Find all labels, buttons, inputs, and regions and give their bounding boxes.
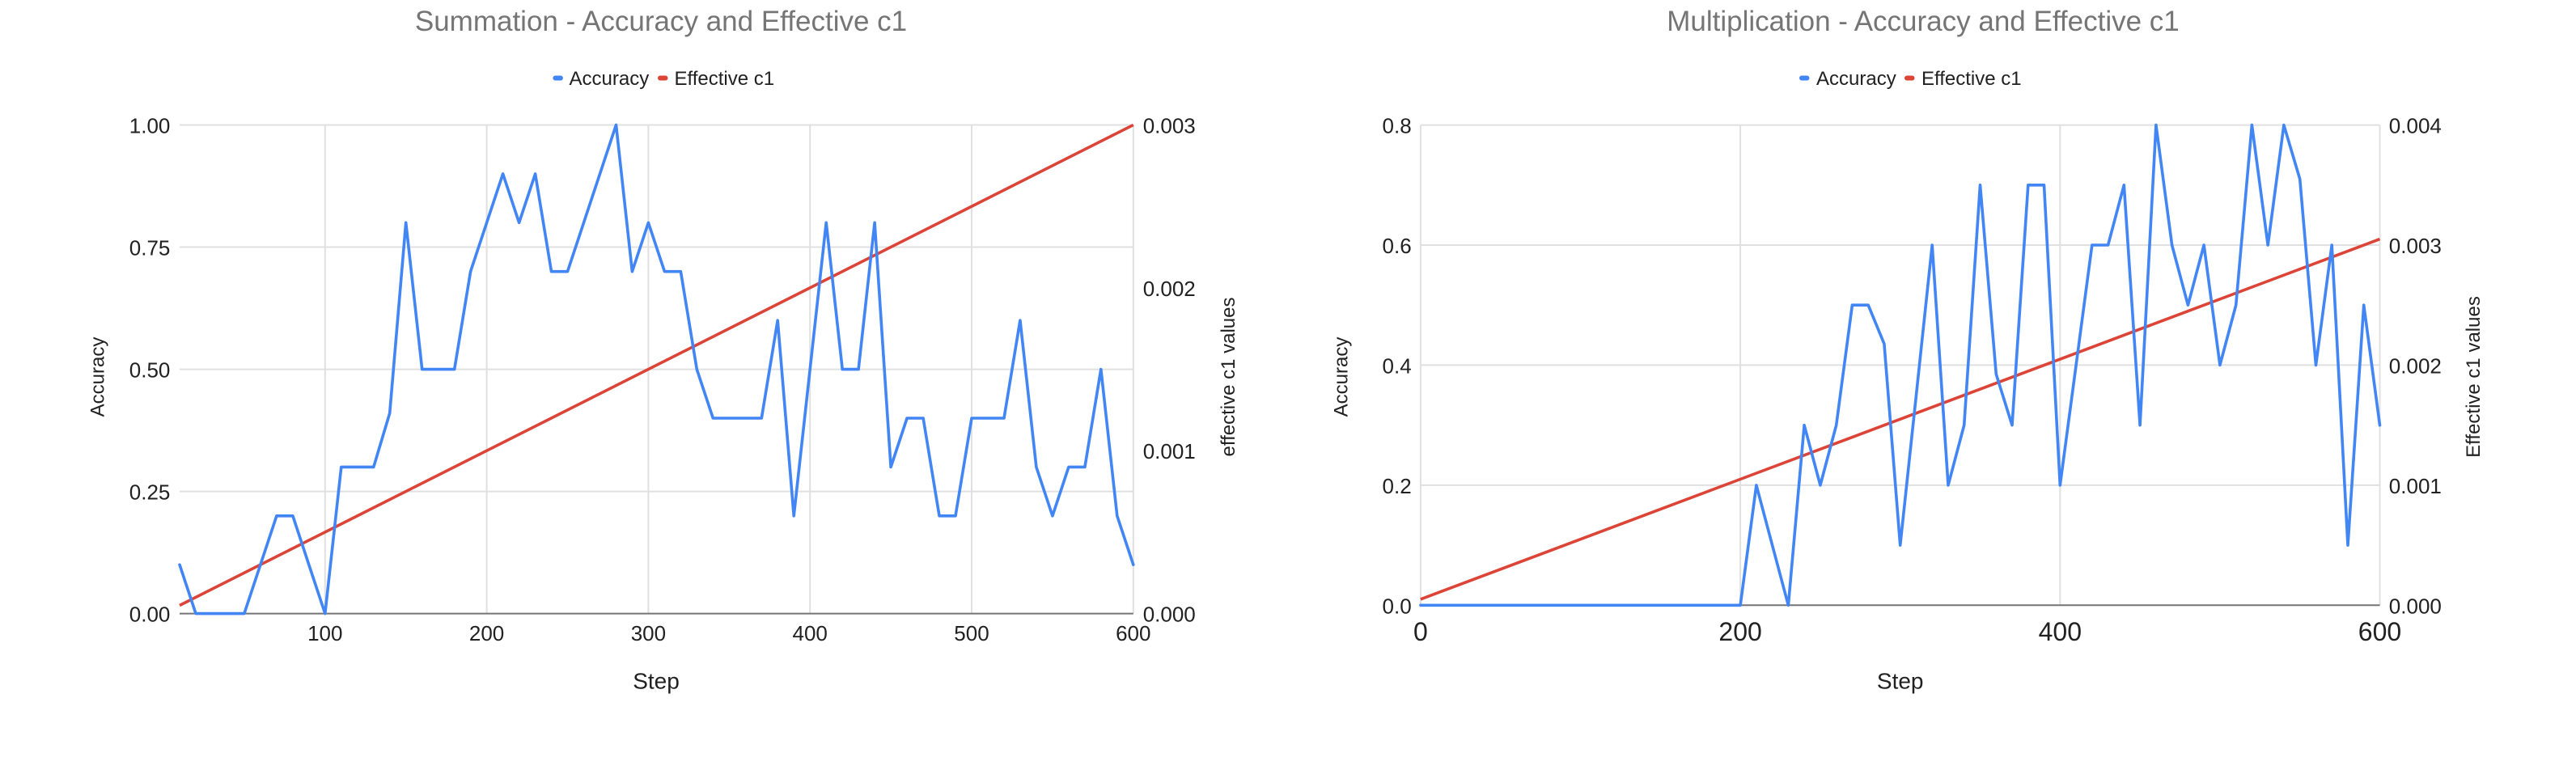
svg-text:0.003: 0.003: [2389, 234, 2442, 258]
svg-text:0.0: 0.0: [1383, 594, 1412, 618]
svg-text:Effective c1: Effective c1: [675, 68, 775, 90]
svg-text:0.001: 0.001: [1143, 439, 1196, 463]
svg-text:0.002: 0.002: [1143, 277, 1196, 301]
svg-text:Accuracy: Accuracy: [570, 68, 650, 90]
svg-text:effective c1 values: effective c1 values: [1218, 297, 1239, 456]
svg-text:0: 0: [1413, 617, 1428, 646]
svg-text:0.4: 0.4: [1383, 353, 1412, 378]
svg-text:0.8: 0.8: [1383, 114, 1412, 138]
svg-text:1.00: 1.00: [129, 114, 171, 138]
svg-text:0.75: 0.75: [129, 236, 171, 260]
svg-text:Summation - Accuracy and Effec: Summation - Accuracy and Effective c1: [415, 6, 907, 37]
svg-text:600: 600: [2358, 617, 2401, 646]
svg-text:Effective c1: Effective c1: [1921, 68, 2022, 90]
svg-text:0.000: 0.000: [1143, 603, 1196, 627]
svg-text:100: 100: [307, 621, 342, 645]
svg-text:0.2: 0.2: [1383, 474, 1412, 498]
svg-text:400: 400: [793, 621, 828, 645]
svg-text:0.000: 0.000: [2389, 594, 2442, 618]
svg-text:200: 200: [469, 621, 504, 645]
svg-text:Accuracy: Accuracy: [1816, 68, 1896, 90]
svg-text:0.002: 0.002: [2389, 353, 2442, 378]
svg-text:0.00: 0.00: [129, 603, 171, 627]
svg-text:0.003: 0.003: [1143, 114, 1196, 138]
svg-text:Step: Step: [1877, 669, 1924, 694]
svg-text:300: 300: [631, 621, 666, 645]
svg-text:Accuracy: Accuracy: [1331, 337, 1353, 417]
svg-text:0.6: 0.6: [1383, 234, 1412, 258]
svg-text:400: 400: [2039, 617, 2082, 646]
svg-text:0.25: 0.25: [129, 480, 171, 505]
svg-text:0.001: 0.001: [2389, 474, 2442, 498]
svg-text:500: 500: [954, 621, 989, 645]
svg-text:0.004: 0.004: [2389, 114, 2442, 138]
svg-text:Effective c1 values: Effective c1 values: [2463, 296, 2485, 458]
svg-text:Multiplication - Accuracy and: Multiplication - Accuracy and Effective …: [1667, 6, 2180, 37]
svg-text:Step: Step: [633, 669, 680, 694]
svg-text:0.50: 0.50: [129, 358, 171, 383]
svg-text:600: 600: [1116, 621, 1150, 645]
svg-text:200: 200: [1718, 617, 1761, 646]
svg-text:Accuracy: Accuracy: [87, 337, 109, 417]
